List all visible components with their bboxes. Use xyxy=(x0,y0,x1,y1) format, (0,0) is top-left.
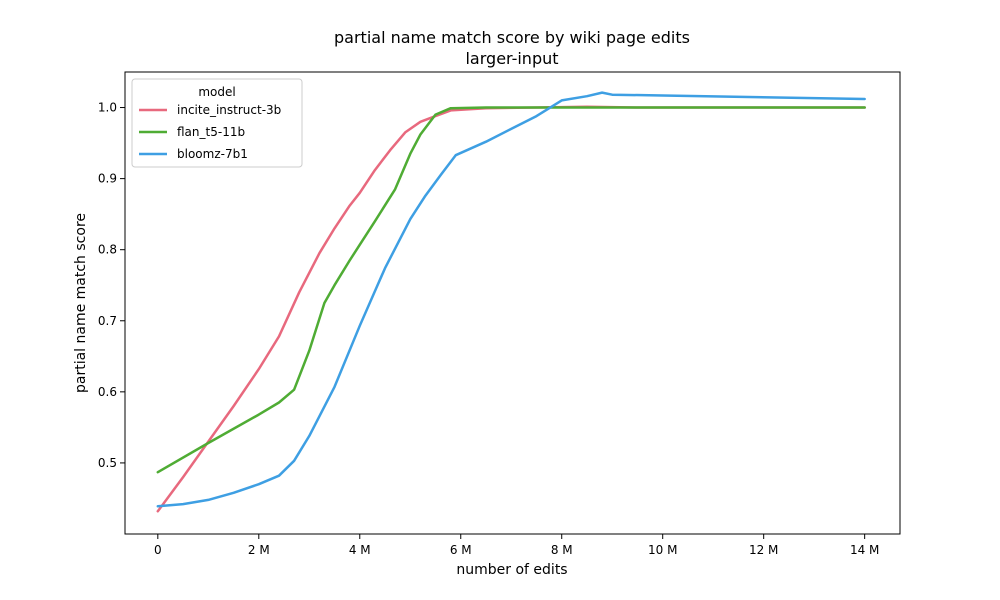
legend-title: model xyxy=(198,85,235,99)
y-tick-label: 0.7 xyxy=(98,314,117,328)
chart-subtitle: larger-input xyxy=(465,49,558,68)
x-axis-label: number of edits xyxy=(456,562,567,578)
plot-area xyxy=(156,91,866,513)
y-tick-label: 0.6 xyxy=(98,385,117,399)
legend: model incite_instruct-3b flan_t5-11bbloom… xyxy=(131,78,303,168)
y-tick-label: 1.0 xyxy=(98,101,117,115)
y-tick-label: 0.8 xyxy=(98,243,117,257)
series-line-flan-t5-11b xyxy=(156,106,866,474)
axes-frame xyxy=(124,71,901,535)
x-tick-label: 8 M xyxy=(551,543,573,557)
series-line-bloomz-7b1 xyxy=(156,91,866,508)
legend-entry-label: incite_instruct-3b xyxy=(177,103,281,117)
x-tick-label: 2 M xyxy=(248,543,270,557)
legend-entry-label: flan_t5-11b xyxy=(177,125,245,139)
y-tick-label: 0.5 xyxy=(98,456,117,470)
x-tick-label: 0 xyxy=(154,543,162,557)
x-axis: 0 2 M 4 M 6 M 8 M 10 M 12 M 14 M xyxy=(154,534,879,557)
x-tick-label: 10 M xyxy=(648,543,677,557)
x-tick-label: 6 M xyxy=(450,543,472,557)
y-axis: 0.5 0.6 0.7 0.8 0.9 1.0 xyxy=(98,101,125,470)
chart-title: partial name match score by wiki page ed… xyxy=(334,28,690,47)
y-axis-label: partial name match score xyxy=(73,213,89,393)
x-tick-label: 4 M xyxy=(349,543,371,557)
legend-box xyxy=(131,78,303,168)
y-tick-label: 0.9 xyxy=(98,172,117,186)
legend-entry-label: bloomz-7b1 xyxy=(177,147,248,161)
x-tick-label: 14 M xyxy=(850,543,879,557)
x-tick-label: 12 M xyxy=(749,543,778,557)
